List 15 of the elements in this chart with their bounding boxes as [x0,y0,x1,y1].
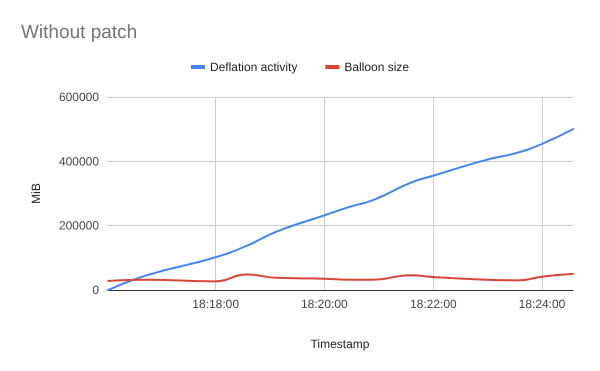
x-tick-label: 18:18:00 [192,297,240,311]
line-series [107,272,574,282]
y-tick-label: 600000 [58,90,100,104]
legend-label: Deflation activity [210,60,298,74]
x-tick-label: 18:20:00 [300,297,348,311]
y-tick-label: 200000 [58,218,100,233]
legend-label: Balloon size [344,60,410,74]
y-axis-title: MiB [29,183,43,204]
x-tick-label: 18:24:00 [518,297,566,311]
x-axis-title: Timestamp [310,337,370,351]
y-tick-label: 400000 [58,154,100,168]
x-tick-label: 18:22:00 [410,297,458,311]
line-series [107,128,574,291]
chart-title: Without patch [21,22,138,43]
y-tick-label: 0 [92,283,100,297]
